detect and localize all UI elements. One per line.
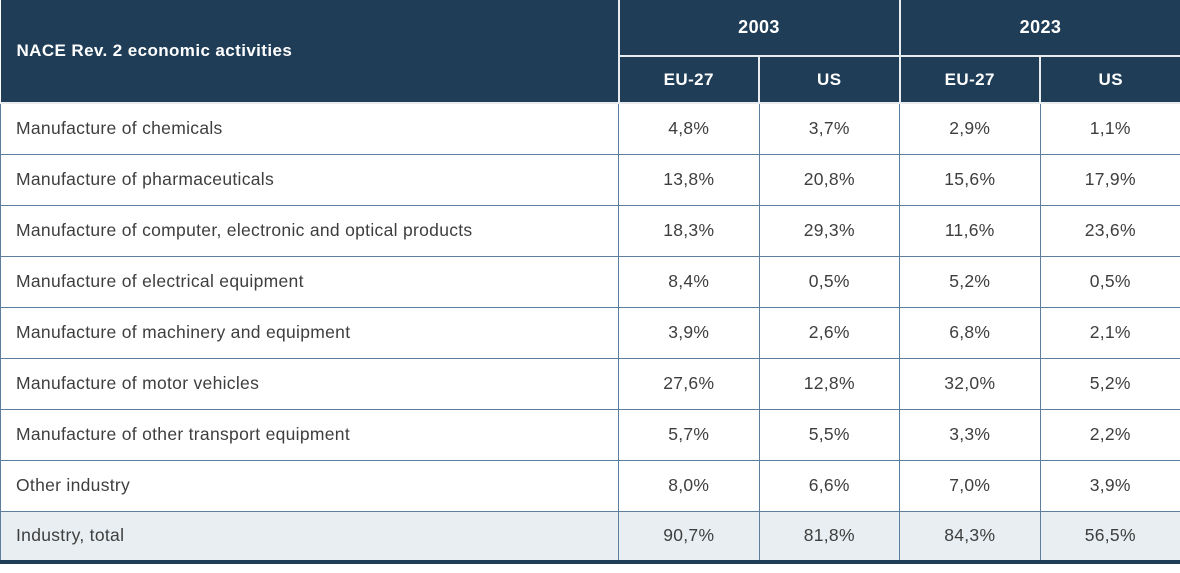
cell-value: 3,9%	[618, 306, 760, 359]
cell-value: 27,6%	[618, 357, 760, 410]
cell-value: 29,3%	[758, 204, 900, 257]
table-row: Manufacture of chemicals 4,8% 3,7% 2,9% …	[0, 102, 1180, 155]
year-group-2023: 2023	[898, 0, 1180, 57]
cell-value: 3,7%	[758, 102, 900, 155]
row-label: Manufacture of motor vehicles	[0, 357, 619, 410]
row-header-label: NACE Rev. 2 economic activities	[0, 0, 620, 104]
table-row-total: Industry, total 90,7% 81,8% 84,3% 56,5%	[0, 510, 1180, 564]
column-header-us-2023: US	[1039, 55, 1180, 104]
cell-value: 20,8%	[758, 153, 900, 206]
cell-value: 11,6%	[899, 204, 1041, 257]
cell-value: 2,1%	[1039, 306, 1180, 359]
cell-value: 23,6%	[1039, 204, 1180, 257]
cell-value: 2,9%	[899, 102, 1041, 155]
column-header-us-2003: US	[758, 55, 901, 104]
cell-value: 3,9%	[1039, 459, 1180, 512]
cell-value: 32,0%	[899, 357, 1041, 410]
cell-value: 7,0%	[899, 459, 1041, 512]
table-row: Manufacture of electrical equipment 8,4%…	[0, 255, 1180, 308]
header-row-regions: EU-27 US EU-27 US	[1, 55, 1180, 104]
cell-value-total: 84,3%	[899, 510, 1041, 564]
cell-value: 0,5%	[758, 255, 900, 308]
table-row: Manufacture of machinery and equipment 3…	[0, 306, 1180, 359]
cell-value: 15,6%	[899, 153, 1041, 206]
header-row-years: NACE Rev. 2 economic activities 2003 202…	[0, 0, 1180, 104]
cell-value: 8,4%	[618, 255, 760, 308]
cell-value: 18,3%	[618, 204, 760, 257]
cell-value: 12,8%	[758, 357, 900, 410]
table-row: Manufacture of pharmaceuticals 13,8% 20,…	[0, 153, 1180, 206]
table-row: Manufacture of computer, electronic and …	[0, 204, 1180, 257]
cell-value: 6,6%	[758, 459, 900, 512]
cell-value-total: 90,7%	[618, 510, 760, 564]
cell-value: 5,2%	[899, 255, 1041, 308]
table-body: Manufacture of chemicals 4,8% 3,7% 2,9% …	[0, 102, 1180, 564]
table-header: NACE Rev. 2 economic activities 2003 202…	[0, 0, 1180, 104]
cell-value: 5,5%	[758, 408, 900, 461]
table-row: Manufacture of motor vehicles 27,6% 12,8…	[0, 357, 1180, 410]
cell-value: 5,2%	[1039, 357, 1180, 410]
row-label: Other industry	[0, 459, 619, 512]
column-header-eu27-2003: EU-27	[617, 55, 760, 104]
row-label: Manufacture of chemicals	[0, 102, 619, 155]
table-row: Other industry 8,0% 6,6% 7,0% 3,9%	[0, 459, 1180, 512]
cell-value-total: 56,5%	[1039, 510, 1180, 564]
cell-value: 2,6%	[758, 306, 900, 359]
cell-value: 5,7%	[618, 408, 760, 461]
cell-value-total: 81,8%	[758, 510, 900, 564]
cell-value: 17,9%	[1039, 153, 1180, 206]
row-label: Manufacture of other transport equipment	[0, 408, 619, 461]
cell-value: 6,8%	[899, 306, 1041, 359]
cell-value: 2,2%	[1039, 408, 1180, 461]
cell-value: 8,0%	[618, 459, 760, 512]
row-label: Manufacture of computer, electronic and …	[0, 204, 619, 257]
row-label: Manufacture of machinery and equipment	[0, 306, 619, 359]
cell-value: 13,8%	[618, 153, 760, 206]
cell-value: 4,8%	[618, 102, 760, 155]
year-group-2003: 2003	[617, 0, 901, 57]
table-row: Manufacture of other transport equipment…	[0, 408, 1180, 461]
cell-value: 0,5%	[1039, 255, 1180, 308]
column-header-eu27-2023: EU-27	[898, 55, 1041, 104]
row-label-total: Industry, total	[0, 510, 619, 564]
row-label: Manufacture of pharmaceuticals	[0, 153, 619, 206]
cell-value: 1,1%	[1039, 102, 1180, 155]
row-label: Manufacture of electrical equipment	[0, 255, 619, 308]
cell-value: 3,3%	[899, 408, 1041, 461]
